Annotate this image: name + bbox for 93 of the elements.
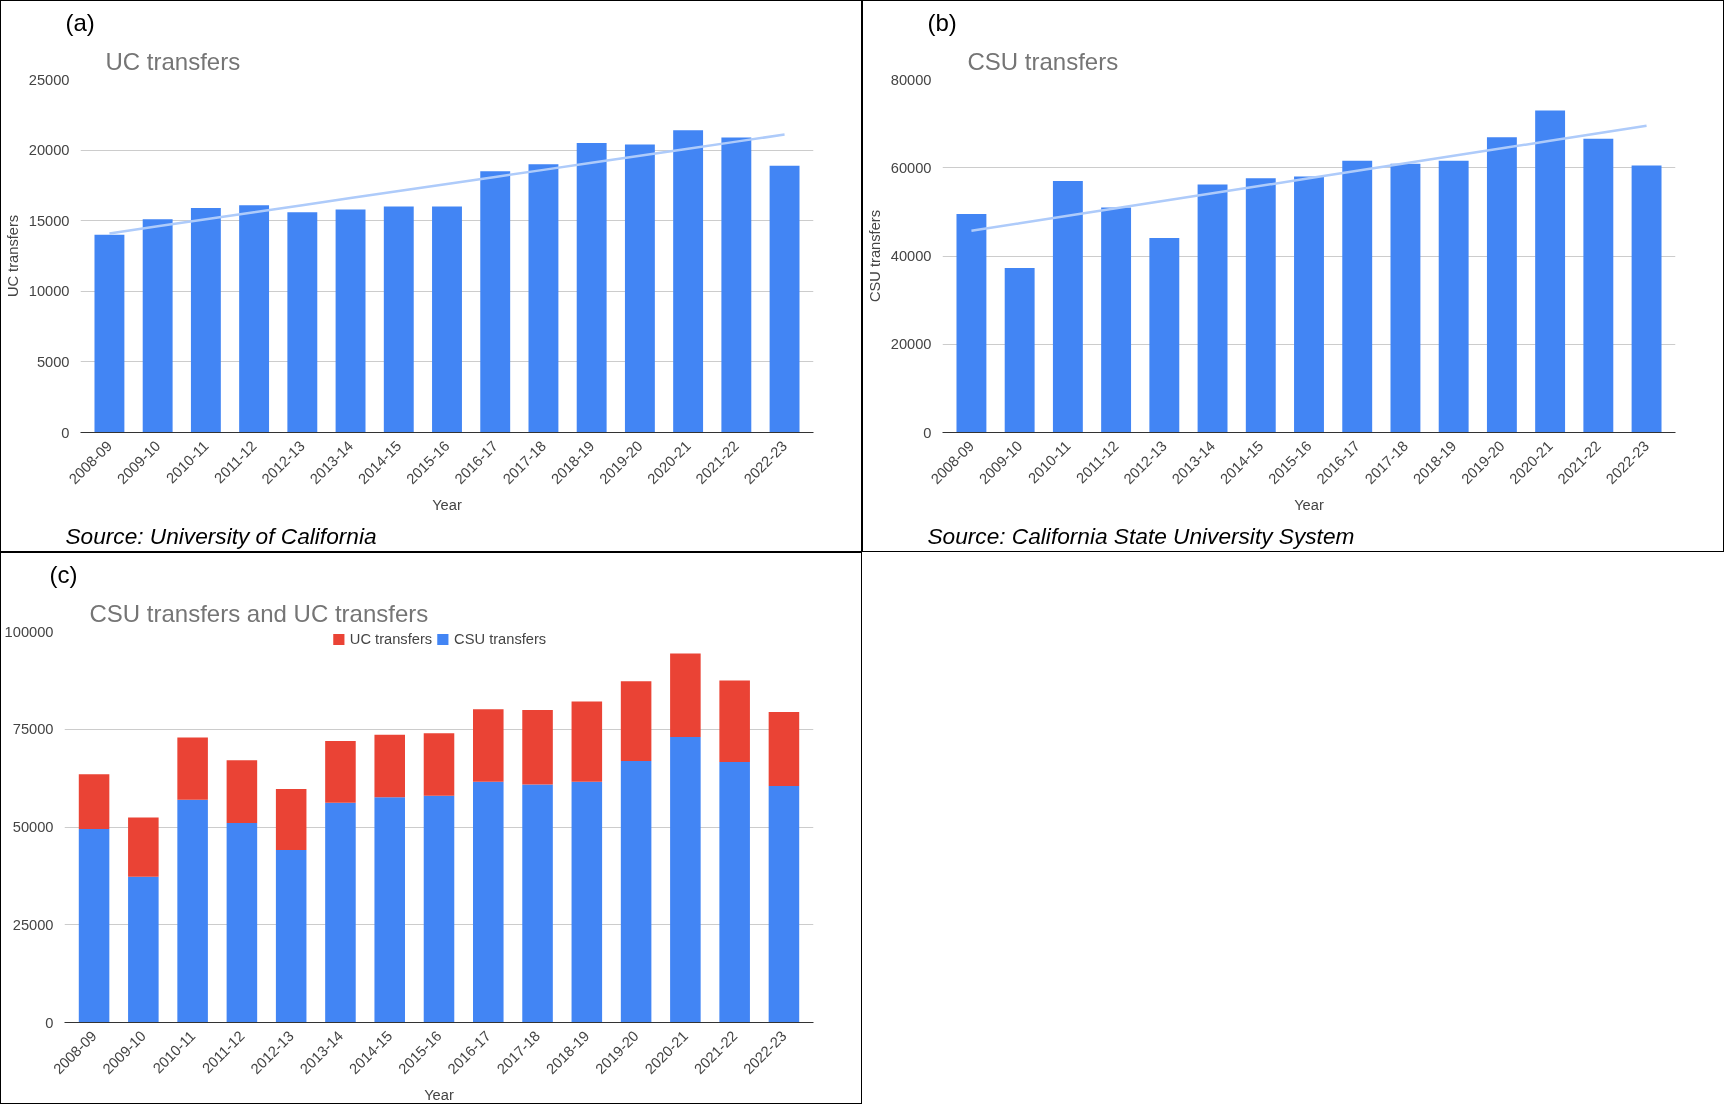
source-note: Source: California State University System <box>927 522 1355 549</box>
bar <box>142 219 173 433</box>
y-tick-label: 40000 <box>890 248 932 264</box>
y-tick-label: 75000 <box>12 721 54 738</box>
bar <box>528 164 559 433</box>
bar <box>1583 138 1614 433</box>
bar <box>769 165 800 433</box>
bar <box>522 784 553 1023</box>
y-tick-label: 25000 <box>28 71 70 88</box>
x-axis-title: Year <box>424 1086 454 1103</box>
bar <box>480 171 511 433</box>
y-tick-label: 0 <box>61 424 70 441</box>
y-axis-title: UC transfers <box>4 214 21 298</box>
y-tick-label: 100000 <box>4 623 54 640</box>
y-tick-label: 60000 <box>890 159 932 176</box>
line-series <box>970 124 1648 233</box>
bar <box>620 681 652 761</box>
bar <box>325 740 356 803</box>
bar <box>1631 165 1662 433</box>
bar <box>374 797 405 1023</box>
bar <box>432 206 462 433</box>
bar <box>335 209 366 433</box>
bar <box>522 710 553 785</box>
x-axis-title: Year <box>432 496 462 513</box>
bar <box>383 206 414 433</box>
bar <box>94 234 125 433</box>
bar <box>1438 160 1469 433</box>
bar <box>1486 137 1517 433</box>
y-tick-label: 25000 <box>12 916 54 933</box>
bar <box>128 876 159 1023</box>
y-axis-title: CSU transfers <box>866 209 883 303</box>
bar <box>473 781 504 1023</box>
bar <box>956 214 987 433</box>
bar <box>423 795 455 1023</box>
source-note: Source: University of California <box>65 522 377 549</box>
y-tick-label: 0 <box>923 424 932 441</box>
bar <box>768 785 800 1023</box>
bar <box>576 143 607 433</box>
bar <box>571 781 603 1023</box>
bar <box>719 680 750 763</box>
legend-label: UC transfers <box>349 631 433 647</box>
bar <box>473 709 504 782</box>
y-tick-label: 20000 <box>890 336 932 353</box>
bar <box>1052 180 1083 433</box>
bar <box>275 789 307 851</box>
bar <box>670 653 701 738</box>
bar <box>239 205 270 433</box>
bar <box>768 712 800 786</box>
bar <box>719 762 750 1023</box>
bar <box>1101 207 1132 433</box>
y-tick-label: 10000 <box>28 283 70 300</box>
bar <box>1342 160 1373 433</box>
x-axis-title: Year <box>1294 496 1324 513</box>
y-tick-label: 80000 <box>890 71 932 88</box>
text: (a) <box>65 8 95 36</box>
bar <box>670 737 701 1023</box>
line-series <box>108 133 786 235</box>
text: (c) <box>49 560 78 588</box>
y-tick-label: 0 <box>45 1014 54 1031</box>
bar <box>287 212 318 433</box>
bar <box>423 733 455 796</box>
bar <box>1535 110 1566 433</box>
text: (b) <box>927 8 957 36</box>
chart-title: UC transfers <box>105 47 241 75</box>
bar <box>275 850 307 1023</box>
bar <box>1390 163 1421 433</box>
bar <box>721 137 752 433</box>
bar <box>190 207 221 433</box>
bar <box>624 144 655 433</box>
bar <box>1004 267 1035 433</box>
bar <box>1197 184 1228 433</box>
legend-label: CSU transfers <box>454 631 547 647</box>
y-tick-label: 15000 <box>28 212 70 229</box>
y-tick-label: 5000 <box>36 353 70 370</box>
chart-title: CSU transfers and UC transfers <box>89 599 429 627</box>
y-tick-label: 20000 <box>28 142 70 159</box>
bar <box>1149 237 1180 433</box>
bar <box>374 734 405 798</box>
bar <box>177 799 208 1023</box>
bar <box>1294 176 1324 433</box>
bar <box>673 130 704 433</box>
bar <box>177 737 208 800</box>
chart-title: CSU transfers <box>967 47 1119 75</box>
bar <box>78 774 110 829</box>
bar <box>571 701 603 782</box>
bar <box>1245 178 1276 433</box>
bar <box>78 828 110 1023</box>
bar <box>325 802 356 1023</box>
bar <box>128 817 159 877</box>
bar <box>620 760 652 1023</box>
bar <box>226 760 258 824</box>
bar <box>226 823 258 1023</box>
y-tick-label: 50000 <box>12 819 54 835</box>
